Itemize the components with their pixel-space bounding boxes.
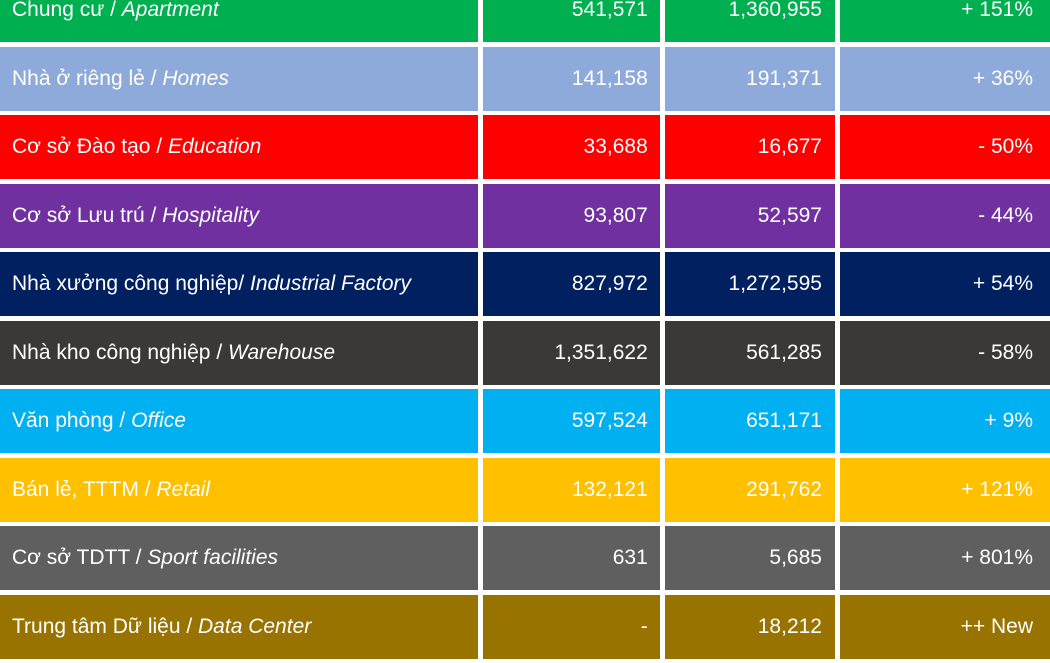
table-row-industrial-factory: Nhà xưởng công nghiệp/ Industrial Factor… (0, 252, 1050, 316)
value-1-cell: 541,571 (482, 0, 660, 42)
table-row-office: Văn phòng / Office 597,524 651,171 + 9% (0, 389, 1050, 453)
change-cell: ++ New (839, 594, 1050, 659)
value-2-cell: 1,272,595 (664, 252, 835, 316)
value-1-cell: 33,688 (482, 115, 660, 179)
category-cell: Văn phòng / Office (0, 389, 478, 453)
category-cell: Nhà kho công nghiệp / Warehouse (0, 320, 478, 385)
table-row-homes: Nhà ở riêng lẻ / Homes 141,158 191,371 + 36… (0, 46, 1050, 111)
category-cell: Cơ sở Lưu trú / Hospitality (0, 183, 478, 248)
table-row-apartment: Chung cư / Apartment 541,571 1,360,955 + 15… (0, 0, 1050, 42)
category-en-label: Hospitality (162, 203, 260, 227)
change-cell: + 54% (839, 252, 1050, 316)
table-row-retail: Bán lẻ, TTTM / Retail 132,121 291,762 + 121… (0, 457, 1050, 522)
category-cell: Cơ sở TDTT / Sport facilities (0, 526, 478, 590)
category-cell: Trung tâm Dữ liệu / Data Center (0, 594, 478, 659)
value-2-cell: 651,171 (664, 389, 835, 453)
table-row-hospitality: Cơ sở Lưu trú / Hospitality 93,807 52,597-… (0, 183, 1050, 248)
category-cell: Nhà ở riêng lẻ / Homes (0, 46, 478, 111)
category-vn-label: Nhà xưởng công nghiệp/ (12, 272, 250, 295)
category-en-label: Retail (156, 477, 211, 501)
category-vn-label: Chung cư / (12, 0, 122, 21)
table-row-warehouse: Nhà kho công nghiệp / Warehouse 1,351,622… (0, 320, 1050, 385)
value-1-cell: 827,972 (482, 252, 660, 316)
category-vn-label: Nhà kho công nghiệp / (12, 340, 228, 364)
value-1-cell: 141,158 (482, 46, 660, 111)
change-cell: + 9% (839, 389, 1050, 453)
change-cell: - 44% (839, 183, 1050, 248)
value-2-cell: 18,212 (664, 594, 835, 659)
category-vn-label: Cơ sở TDTT / (12, 546, 148, 569)
category-en-label: Education (167, 135, 262, 158)
change-cell: + 121% (839, 457, 1050, 522)
value-2-cell: 291,762 (664, 457, 835, 522)
category-vn-label: Cơ sở Đào tạo / (12, 135, 168, 158)
category-vn-label: Cơ sở Lưu trú / (12, 203, 163, 227)
category-en-label: Sport facilities (147, 546, 278, 569)
category-cell: Chung cư / Apartment (0, 0, 478, 42)
category-en-label: Warehouse (228, 340, 336, 364)
change-cell: - 50% (839, 115, 1050, 179)
category-vn-label: Nhà ở riêng lẻ / (12, 66, 163, 90)
change-cell: + 151% (839, 0, 1050, 42)
category-en-label: Office (131, 409, 186, 432)
value-1-cell: 631 (482, 526, 660, 590)
value-1-cell: - (482, 594, 660, 659)
category-vn-label: Bán lẻ, TTTM / (12, 477, 157, 501)
value-2-cell: 52,597 (664, 183, 835, 248)
value-1-cell: 597,524 (482, 389, 660, 453)
category-cell: Nhà xưởng công nghiệp/ Industrial Factor… (0, 252, 478, 316)
category-vn-label: Văn phòng / (12, 409, 132, 432)
category-cell: Cơ sở Đào tạo / Education (0, 115, 478, 179)
value-2-cell: 16,677 (664, 115, 835, 179)
value-2-cell: 191,371 (664, 46, 835, 111)
category-en-label: Apartment (121, 0, 219, 21)
value-1-cell: 132,121 (482, 457, 660, 522)
table-row-education: Cơ sở Đào tạo / Education 33,688 16,677- 5… (0, 115, 1050, 179)
category-en-label: Homes (162, 66, 229, 90)
category-vn-label: Trung tâm Dữ liệu / (12, 614, 199, 638)
table-row-data-center: Trung tâm Dữ liệu / Data Center -18,212 ++… (0, 594, 1050, 659)
value-2-cell: 5,685 (664, 526, 835, 590)
change-cell: - 58% (839, 320, 1050, 385)
table-row-sport: Cơ sở TDTT / Sport facilities 631 5,685 + 8… (0, 526, 1050, 590)
category-cell: Bán lẻ, TTTM / Retail (0, 457, 478, 522)
value-1-cell: 93,807 (482, 183, 660, 248)
category-en-label: Data Center (198, 614, 312, 638)
value-1-cell: 1,351,622 (482, 320, 660, 385)
value-2-cell: 1,360,955 (664, 0, 835, 42)
value-2-cell: 561,285 (664, 320, 835, 385)
change-cell: + 36% (839, 46, 1050, 111)
change-cell: + 801% (839, 526, 1050, 590)
category-en-label: Industrial Factory (249, 272, 412, 295)
